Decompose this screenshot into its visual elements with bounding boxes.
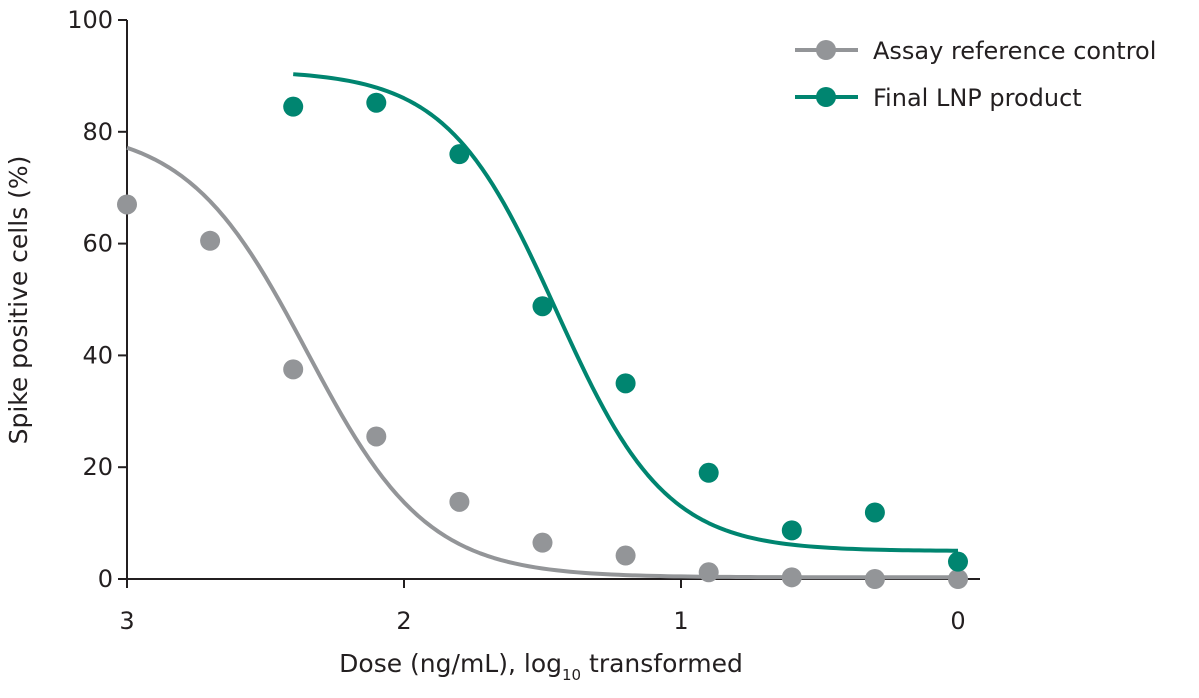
data-point-series-0 (864, 569, 885, 589)
data-point-series-1 (366, 92, 387, 113)
y-tick-label: 20 (82, 453, 113, 481)
data-point-series-0 (615, 545, 636, 566)
data-point-series-0 (117, 194, 137, 215)
legend-swatch-marker (816, 87, 836, 107)
y-tick-label: 40 (82, 341, 113, 369)
y-tick-label: 80 (82, 118, 113, 146)
fit-curve-series-0 (126, 145, 958, 580)
legend-item-assay-reference-control: Assay reference control (795, 37, 1156, 65)
data-point-series-0 (532, 532, 553, 553)
data-point-series-1 (864, 502, 885, 523)
data-point-series-0 (948, 569, 968, 589)
legend-swatch-marker (816, 40, 836, 60)
data-points (117, 92, 968, 589)
data-point-series-1 (698, 462, 719, 483)
data-point-series-1 (532, 296, 553, 317)
data-point-series-0 (200, 230, 221, 251)
x-axis-title: Dose (ng/mL), log10 transformed (339, 649, 743, 684)
legend-label: Final LNP product (873, 84, 1082, 112)
data-point-series-0 (283, 359, 304, 380)
y-tick-label: 60 (82, 230, 113, 258)
x-axis-title-subscript: 10 (562, 666, 581, 684)
x-axis-title-tail: transformed (581, 649, 743, 678)
data-point-series-0 (366, 426, 387, 447)
x-tick-label: 3 (119, 607, 134, 635)
data-point-series-1 (948, 551, 968, 572)
y-tick-label: 0 (98, 565, 113, 593)
legend-label: Assay reference control (873, 37, 1156, 65)
fit-curves (126, 72, 959, 580)
data-point-series-0 (698, 562, 719, 583)
x-axis-title-main: Dose (ng/mL), log (339, 649, 562, 678)
axes: 0 20 40 60 80 100 3 2 1 0 (67, 6, 980, 635)
y-tick-label: 100 (67, 6, 113, 34)
data-point-series-1 (283, 96, 304, 117)
data-point-series-0 (449, 491, 470, 512)
data-point-series-1 (449, 144, 470, 165)
x-tick-label: 2 (396, 607, 411, 635)
data-point-series-1 (615, 373, 636, 394)
data-point-series-0 (781, 567, 802, 588)
y-axis-title: Spike positive cells (%) (4, 156, 33, 445)
fit-curve-series-1 (293, 72, 959, 553)
legend: Assay reference control Final LNP produc… (795, 37, 1156, 112)
x-tick-label: 1 (673, 607, 688, 635)
data-point-series-1 (781, 520, 802, 541)
x-tick-label: 0 (950, 607, 965, 635)
legend-item-final-lnp-product: Final LNP product (795, 84, 1082, 112)
